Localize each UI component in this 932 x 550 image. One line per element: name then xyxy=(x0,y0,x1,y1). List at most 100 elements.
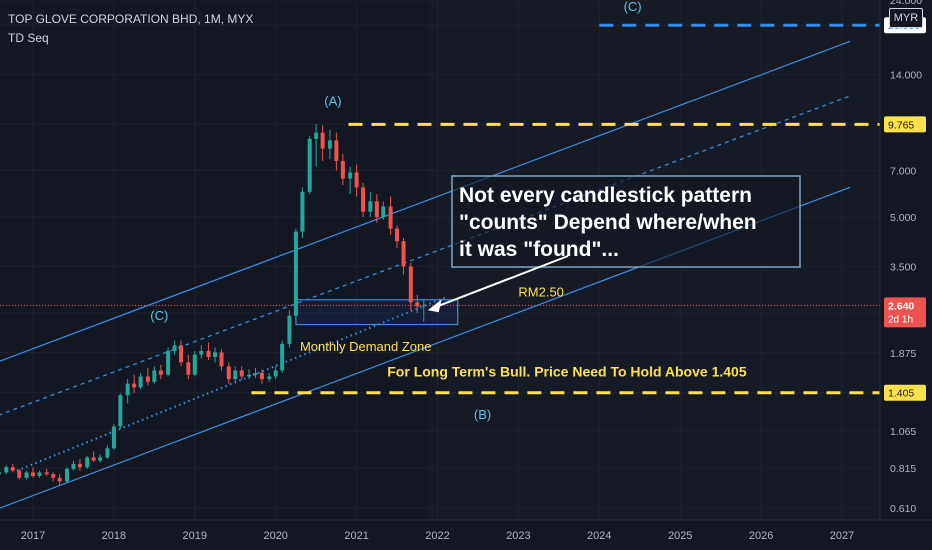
candle-body xyxy=(57,477,62,482)
candle-body xyxy=(233,370,238,380)
trend-line xyxy=(16,296,446,472)
candle-body xyxy=(105,448,110,458)
time-tick-label: 2020 xyxy=(263,530,287,542)
price-tick-label: 1.875 xyxy=(890,348,916,360)
candle-body xyxy=(368,201,373,212)
candle-body xyxy=(287,315,292,344)
candle-body xyxy=(64,468,69,482)
candle-body xyxy=(213,352,218,357)
price-tick-label: 7.000 xyxy=(890,165,916,177)
candle-body xyxy=(307,138,312,192)
candle-body xyxy=(381,206,386,218)
indicator-label: TD Seq xyxy=(8,31,49,45)
candle-body xyxy=(361,187,366,212)
annotation-label: RM2.50 xyxy=(518,284,564,299)
candle-body xyxy=(415,302,420,307)
candle-body xyxy=(354,172,359,188)
candle-body xyxy=(145,376,150,382)
channel-line xyxy=(0,40,851,362)
candle-body xyxy=(37,472,42,476)
time-tick-label: 2025 xyxy=(668,530,692,542)
price-tick-label: 1.065 xyxy=(890,426,916,438)
candle-body xyxy=(314,132,319,139)
candle-body xyxy=(132,383,137,388)
candle-body xyxy=(17,470,22,478)
price-tick-label: 5.000 xyxy=(890,212,916,224)
candle-body xyxy=(152,370,157,382)
price-label-badge xyxy=(884,297,926,328)
candle-body xyxy=(340,160,345,179)
price-label-badge xyxy=(884,116,926,133)
candle-body xyxy=(98,457,103,461)
time-tick-label: 2017 xyxy=(21,530,45,542)
candle-body xyxy=(421,305,426,307)
candle-body xyxy=(118,395,123,427)
annotation-label: Monthly Demand Zone xyxy=(300,339,432,354)
candles-layer xyxy=(0,123,426,486)
time-tick-label: 2027 xyxy=(830,530,854,542)
candle-body xyxy=(111,426,116,449)
price-tick-label: 0.610 xyxy=(890,503,916,515)
currency-badge[interactable]: MYR xyxy=(889,8,923,28)
candle-body xyxy=(408,266,413,303)
price-tick-label: 0.815 xyxy=(890,463,916,475)
callout-line: it was "found"... xyxy=(459,238,619,261)
candle-body xyxy=(348,172,353,179)
annotation-label: (B) xyxy=(474,407,491,422)
candle-body xyxy=(388,206,393,229)
candle-body xyxy=(239,370,244,377)
candle-body xyxy=(374,201,379,218)
price-label-subtext: 2d 1h xyxy=(888,314,913,325)
candle-body xyxy=(158,370,163,375)
callout-line: "counts" Depend where/when xyxy=(459,211,757,234)
time-tick-label: 2018 xyxy=(102,530,126,542)
annotations-layer: (A) (C) (C) (B) Monthly Demand Zone RM2.50 For… xyxy=(150,0,801,422)
time-tick-label: 2021 xyxy=(344,530,368,542)
candle-body xyxy=(273,370,278,377)
channel-line xyxy=(0,95,851,416)
candle-body xyxy=(259,373,264,380)
candle-body xyxy=(24,472,29,478)
candle-body xyxy=(267,376,272,380)
candle-body xyxy=(293,231,298,316)
time-tick-label: 2026 xyxy=(749,530,773,542)
candle-body xyxy=(247,374,252,377)
price-label-badge xyxy=(884,384,926,401)
candle-body xyxy=(219,352,224,367)
candle-body xyxy=(226,366,231,380)
candle-body xyxy=(300,191,305,232)
time-axis-layer: 2017 2018 2019 2020 2021 2022 2023 2024 2025 2026… xyxy=(0,519,932,550)
price-label-text: 9.765 xyxy=(888,119,914,131)
candle-body xyxy=(199,350,204,355)
price-label-text: 1.405 xyxy=(888,388,914,400)
candle-body xyxy=(253,373,258,375)
callout-box xyxy=(451,175,801,268)
candle-body xyxy=(51,474,56,478)
annotation-label: For Long Term's Bull. Price Need To Hold… xyxy=(387,363,747,379)
candle-body xyxy=(334,140,339,161)
candle-body xyxy=(71,463,76,469)
candle-body xyxy=(85,457,90,468)
callout-arrow xyxy=(437,255,569,308)
candle-body xyxy=(327,140,332,149)
demand-zone-box xyxy=(295,299,459,326)
price-axis-background xyxy=(880,0,932,550)
candle-body xyxy=(10,467,15,471)
candle-body xyxy=(44,472,49,475)
price-axis-layer: 24.00014.0007.0005.0003.5002.5001.8751.0… xyxy=(879,0,932,550)
candle-body xyxy=(280,343,285,371)
candle-body xyxy=(125,383,130,396)
candle-body xyxy=(31,472,35,476)
drawing-lines-layer xyxy=(0,23,880,509)
candle-body xyxy=(77,463,82,468)
price-tick-label: 14.000 xyxy=(890,70,922,82)
price-tick-label: 3.500 xyxy=(890,261,916,273)
candle-body xyxy=(320,132,325,149)
time-tick-label: 2022 xyxy=(425,530,449,542)
time-tick-label: 2019 xyxy=(183,530,207,542)
annotation-label: (C) xyxy=(150,308,168,323)
callout-arrowhead xyxy=(427,299,442,313)
time-axis-background xyxy=(0,520,932,550)
candle-body xyxy=(206,350,211,357)
